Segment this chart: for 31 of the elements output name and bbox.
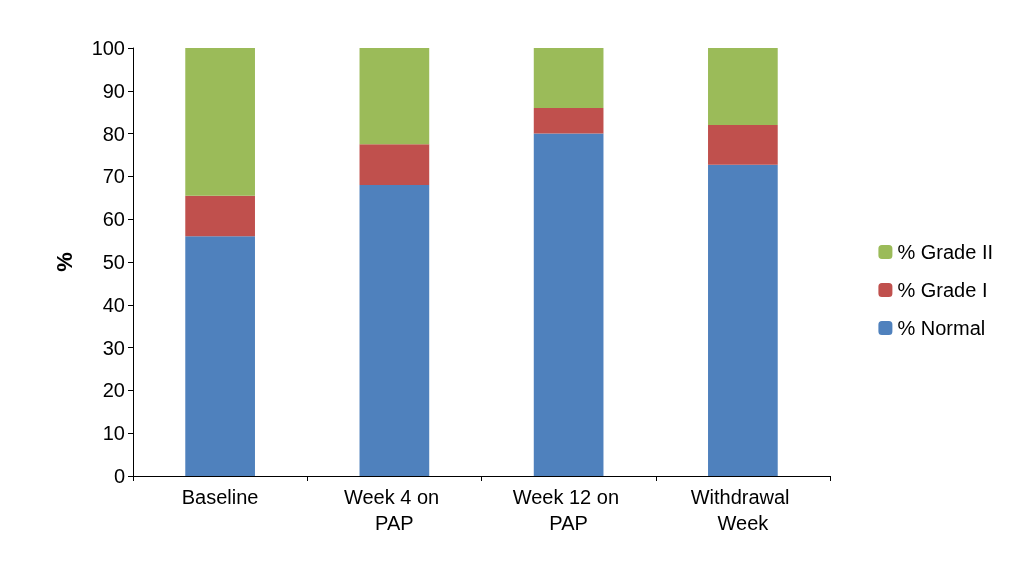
bar [533, 48, 604, 108]
y-tick-label: 60 [102, 208, 125, 231]
legend-label: % Grade I [897, 279, 988, 301]
x-tick-label: Baseline [181, 486, 259, 508]
y-tick-label: 50 [102, 251, 125, 273]
bar [185, 48, 255, 196]
legend-label: % Grade II [897, 241, 994, 263]
y-tick-label: 0 [113, 465, 125, 487]
y-axis-title: % [51, 252, 77, 272]
bar [359, 144, 430, 185]
x-tick-label: Week 12 on PAP [512, 486, 625, 534]
y-tick-label: 40 [102, 293, 125, 316]
bar [708, 125, 778, 165]
y-tick-label: 20 [102, 379, 125, 402]
bar [185, 236, 255, 476]
y-tick-label: 80 [102, 122, 125, 145]
y-tick-label: 10 [102, 422, 125, 445]
y-tick-label: 70 [102, 165, 125, 188]
bar [533, 107, 604, 134]
bar [359, 184, 430, 476]
x-tick-label: Withdrawal Week [690, 486, 796, 534]
bar [708, 164, 778, 476]
legend-label: % Normal [897, 317, 986, 339]
y-tick-label: 30 [102, 336, 125, 359]
bar [185, 195, 255, 237]
y-tick-label: 90 [102, 79, 125, 102]
x-tick-label: Week 4 on PAP [343, 486, 445, 534]
y-tick-label: 100 [91, 37, 125, 59]
bar [708, 48, 778, 126]
bar [359, 48, 430, 145]
bar [533, 133, 604, 476]
